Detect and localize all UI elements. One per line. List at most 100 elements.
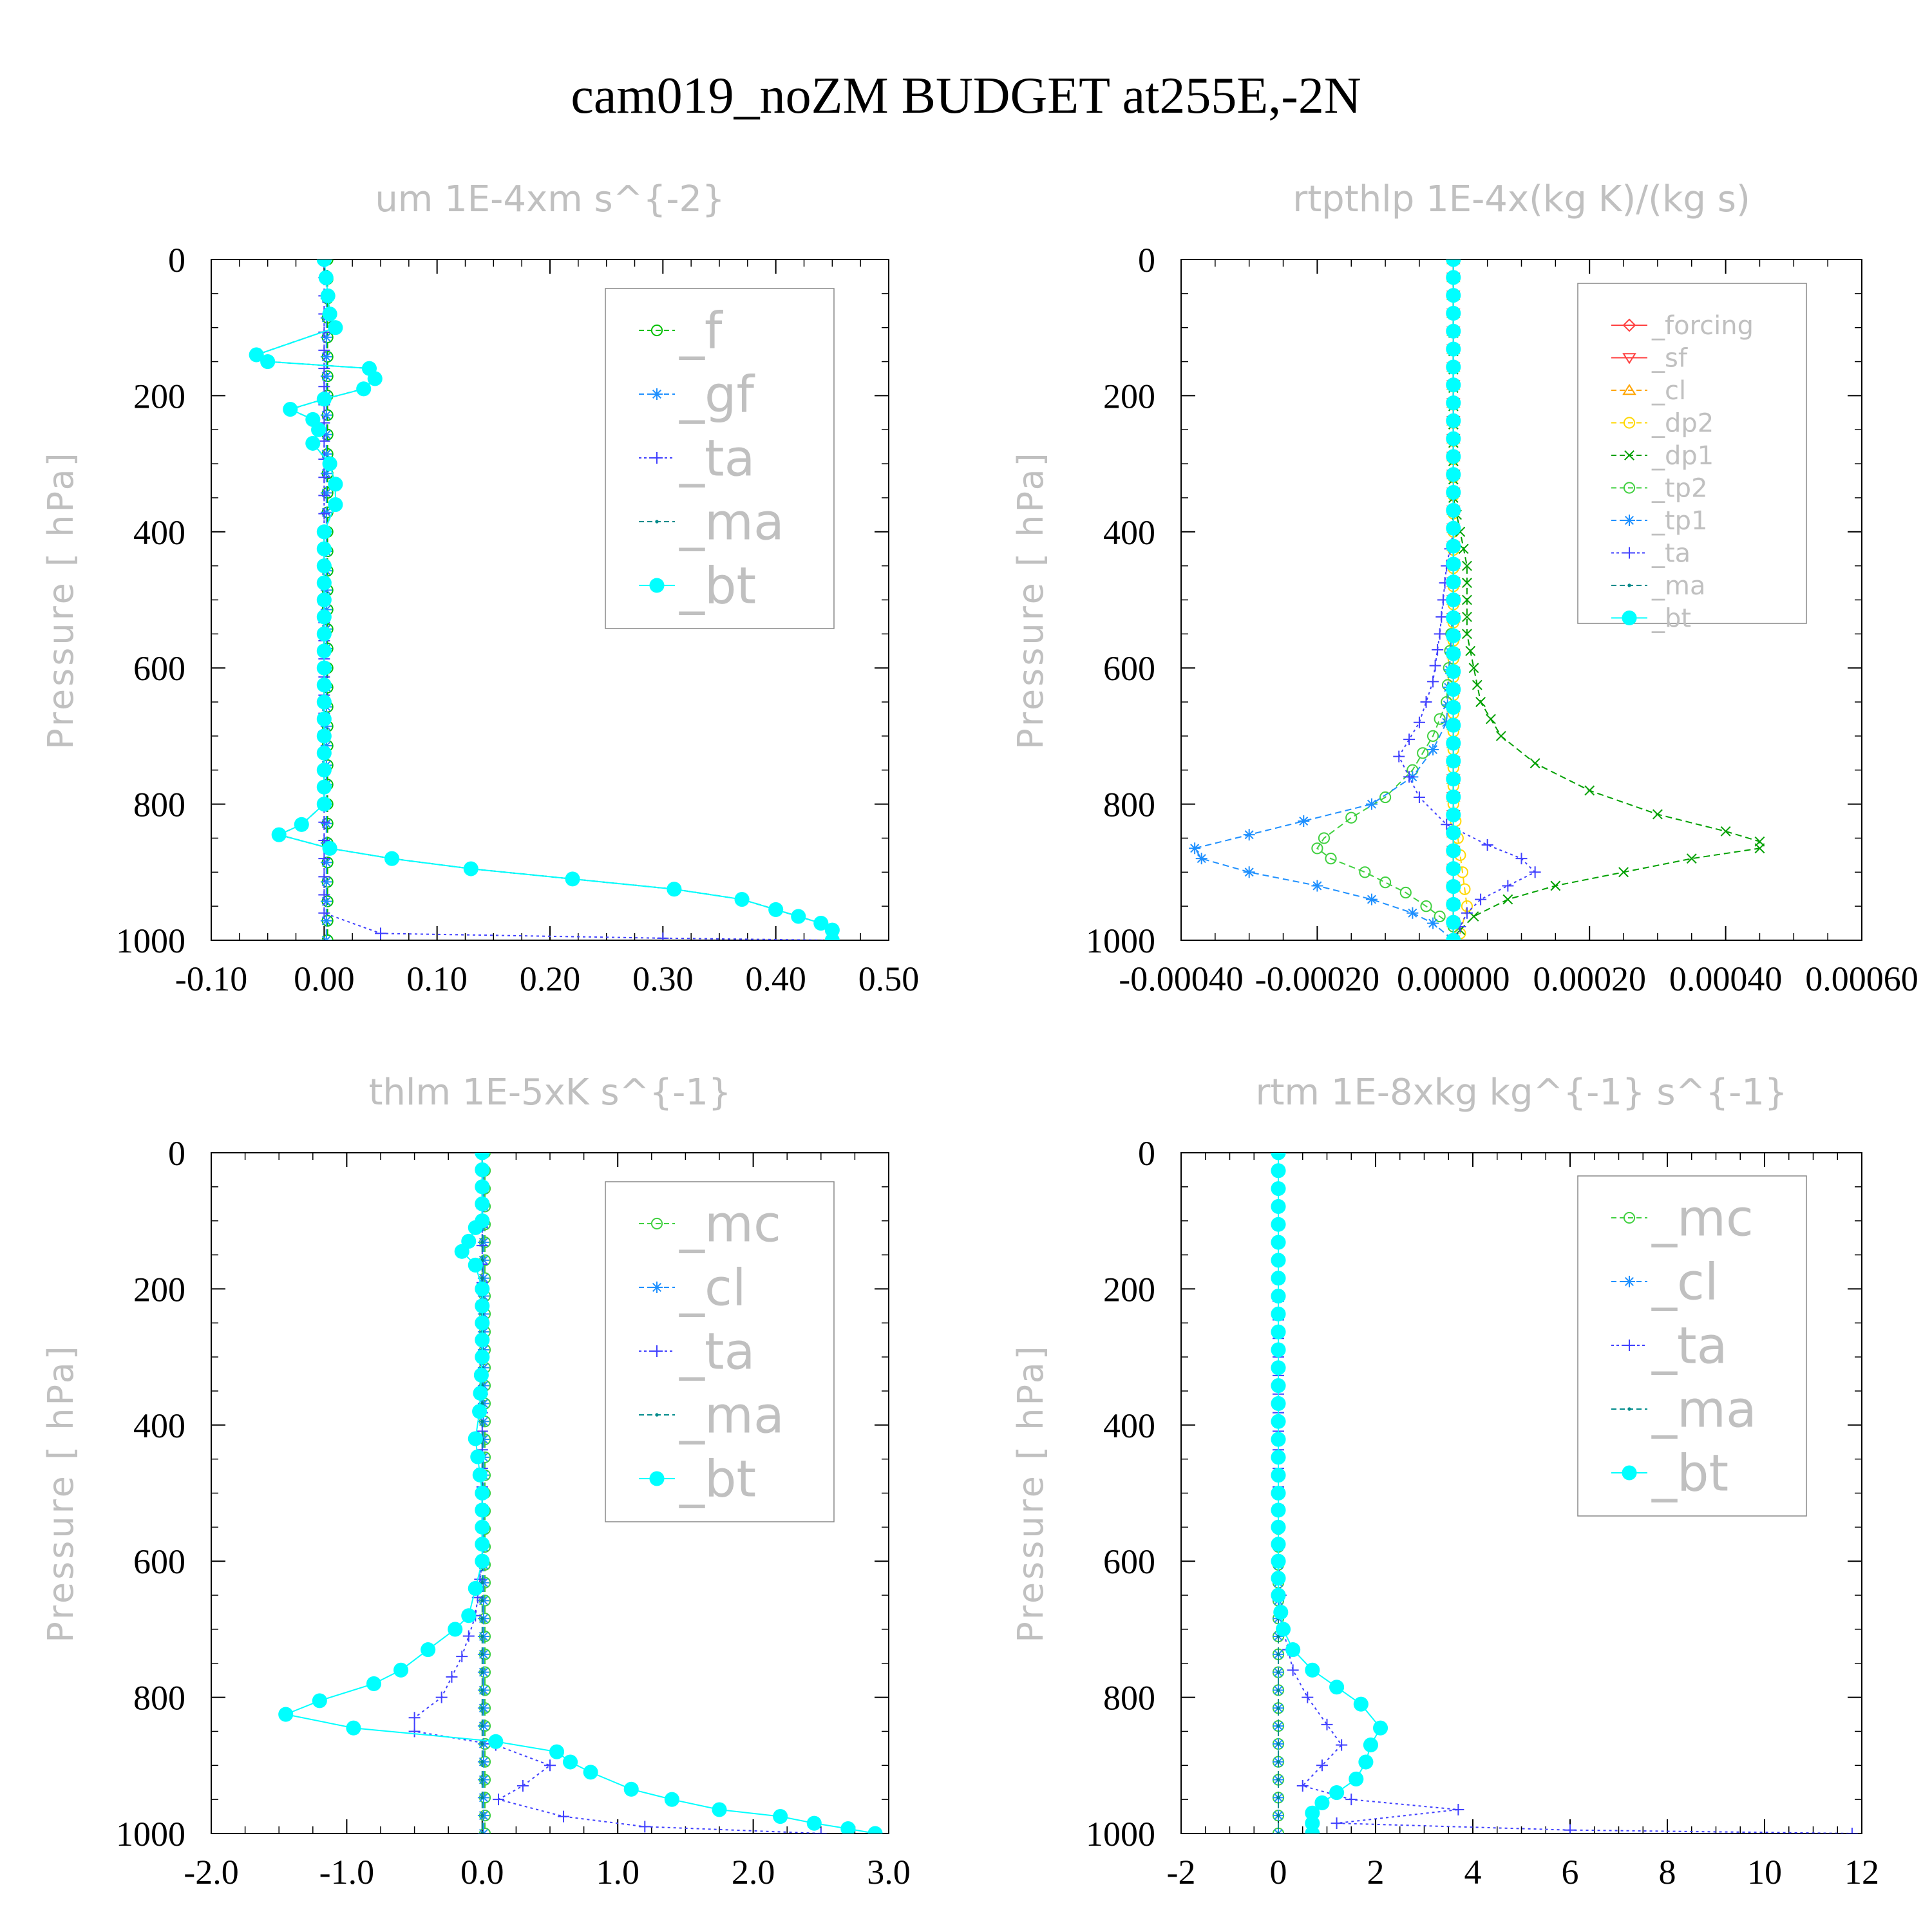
legend-box xyxy=(605,288,835,629)
data-point xyxy=(462,1630,475,1642)
x-tick-label: 0.00 xyxy=(294,960,355,998)
data-point xyxy=(1379,791,1392,804)
legend-label: _cl xyxy=(1651,376,1686,406)
data-point xyxy=(768,902,784,917)
data-point xyxy=(320,428,332,440)
data-point xyxy=(1446,933,1461,940)
data-point xyxy=(1271,1450,1286,1465)
data-point xyxy=(813,916,829,931)
x-tick-label: 0.40 xyxy=(745,960,806,998)
data-point xyxy=(305,435,321,451)
y-tick-label: 800 xyxy=(1103,1679,1155,1718)
data-point xyxy=(815,1828,827,1833)
data-point xyxy=(1296,1780,1309,1792)
x-tick-label: 2.0 xyxy=(732,1853,775,1891)
legend-marker xyxy=(1627,583,1631,587)
y-tick-label: 200 xyxy=(1103,1270,1155,1309)
data-point xyxy=(1276,1706,1280,1710)
data-point xyxy=(493,1794,505,1806)
panel-rtpthlp: rtpthlp 1E-4x(kg K)/(kg s) Pressure [ hPa… xyxy=(1010,178,1918,998)
legend-box xyxy=(605,1181,835,1522)
data-point xyxy=(480,1616,484,1620)
data-point xyxy=(1305,1826,1320,1833)
y-tick-label: 200 xyxy=(133,377,185,415)
data-point xyxy=(375,927,386,940)
x-tick-label: 0.30 xyxy=(632,960,694,998)
data-point xyxy=(1271,1537,1286,1552)
legend-marker xyxy=(1624,1340,1635,1351)
data-point xyxy=(1379,876,1392,889)
legend: _forcing_sf_cl_dp2_dp1_tp2_tp1_ta_ma_bt xyxy=(1577,283,1807,634)
data-point xyxy=(1452,1804,1464,1815)
y-tick-label: 1000 xyxy=(116,1815,185,1853)
y-tick-label: 1000 xyxy=(1086,922,1155,960)
y-tick-label: 1000 xyxy=(116,922,185,960)
data-point xyxy=(278,1707,294,1722)
data-point xyxy=(318,270,334,285)
data-point xyxy=(1446,502,1461,518)
data-point xyxy=(1276,1777,1280,1782)
data-point xyxy=(1446,323,1461,339)
y-tick-label: 400 xyxy=(133,1406,185,1445)
data-point xyxy=(316,677,332,693)
data-point xyxy=(454,1244,469,1259)
x-tick-label: 0.00000 xyxy=(1397,960,1510,998)
data-point xyxy=(1427,744,1439,756)
data-point xyxy=(1446,574,1461,590)
legend-box xyxy=(1577,1175,1807,1517)
data-point xyxy=(1271,1432,1286,1447)
data-point xyxy=(1393,750,1405,762)
data-point xyxy=(480,1670,484,1674)
data-point xyxy=(475,1519,490,1535)
legend-marker xyxy=(1623,417,1636,429)
data-point xyxy=(480,1760,484,1764)
data-point xyxy=(1434,910,1446,923)
legend-label: _ma xyxy=(1651,571,1705,601)
data-point xyxy=(1550,880,1561,891)
data-point xyxy=(1271,1324,1286,1340)
data-point xyxy=(1427,917,1439,929)
data-point xyxy=(1365,798,1378,810)
legend-marker xyxy=(651,388,663,400)
data-point xyxy=(1271,1378,1286,1394)
data-point xyxy=(806,1815,822,1831)
data-point xyxy=(1345,811,1358,824)
y-tick-label: 0 xyxy=(168,241,185,279)
y-tick-label: 0 xyxy=(1138,241,1155,279)
data-point xyxy=(475,1485,490,1501)
panel-rtm: rtm 1E-8xkg kg^{-1} s^{-1} Pressure [ hPa… xyxy=(1010,1072,1879,1891)
data-point xyxy=(1329,1785,1345,1801)
data-point xyxy=(320,895,332,907)
data-point xyxy=(1426,730,1439,743)
legend-marker xyxy=(649,1471,665,1486)
series-line xyxy=(1316,260,1454,940)
data-point xyxy=(475,1502,490,1518)
data-point xyxy=(639,1821,651,1833)
data-point xyxy=(1336,1739,1348,1751)
data-point xyxy=(1420,900,1432,913)
data-point xyxy=(1446,772,1461,787)
legend-marker xyxy=(650,1217,663,1230)
data-point xyxy=(316,575,332,591)
data-point xyxy=(1446,861,1461,876)
y-tick-label: 200 xyxy=(133,1270,185,1309)
legend-marker xyxy=(651,1282,663,1293)
data-point xyxy=(322,840,337,856)
data-point xyxy=(1406,907,1419,919)
data-point xyxy=(1305,1805,1320,1821)
data-point xyxy=(1446,359,1461,375)
data-point xyxy=(260,354,276,370)
x-tick-label: -2.0 xyxy=(184,1853,238,1891)
panel-title: rtm 1E-8xkg kg^{-1} s^{-1} xyxy=(1255,1072,1787,1113)
data-point xyxy=(1271,1153,1286,1160)
legend-marker xyxy=(1622,384,1636,395)
data-point xyxy=(318,907,330,919)
data-point xyxy=(468,1257,483,1273)
data-point xyxy=(1359,866,1371,878)
legend-marker xyxy=(655,520,659,524)
data-point xyxy=(320,934,332,940)
data-point xyxy=(1462,560,1472,571)
x-tick-label: -0.10 xyxy=(175,960,247,998)
x-tick-label: 0.0 xyxy=(460,1853,504,1891)
data-point xyxy=(473,1367,489,1383)
